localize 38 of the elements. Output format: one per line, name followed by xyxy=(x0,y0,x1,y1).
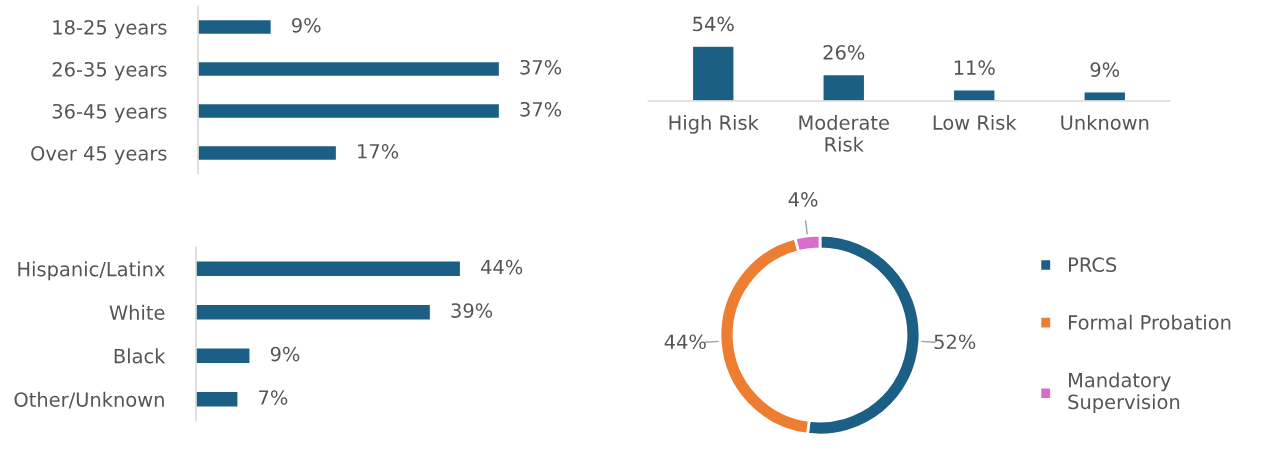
bar xyxy=(196,390,239,408)
x-tick-label: Low Risk xyxy=(933,114,1017,130)
bar xyxy=(691,45,735,101)
data-label: 44% xyxy=(481,259,523,275)
bar xyxy=(196,260,462,278)
x-tick-label: High Risk xyxy=(669,114,759,134)
bar xyxy=(196,303,432,321)
data-label: 37% xyxy=(520,101,562,117)
y-tick-label: White xyxy=(109,304,165,320)
x-tick-label: Unknown xyxy=(1061,114,1149,130)
legend-label: Formal Probation xyxy=(1069,314,1231,330)
data-label: 39% xyxy=(451,303,493,318)
bar xyxy=(822,73,866,101)
legend-label: Mandatory Supervision xyxy=(1068,372,1180,413)
legend-label: PRCS xyxy=(1069,257,1117,273)
data-label: 44% xyxy=(664,334,706,350)
data-label: 9% xyxy=(1090,62,1120,77)
y-tick-label: 26-35 years xyxy=(52,61,167,81)
data-label: 9% xyxy=(270,346,300,362)
data-label: 52% xyxy=(934,334,976,350)
data-label: 37% xyxy=(520,59,562,75)
data-label: 7% xyxy=(259,390,288,405)
bar xyxy=(952,89,996,101)
bar xyxy=(196,347,251,365)
data-label: 4% xyxy=(788,192,818,207)
y-tick-label: 18-25 years xyxy=(53,19,167,39)
y-tick-label: Hispanic/Latinx xyxy=(18,261,165,281)
bar xyxy=(1083,91,1127,101)
y-tick-label: Black xyxy=(114,348,166,364)
x-tick-label: Moderate Risk xyxy=(799,114,889,152)
y-tick-label: Over 45 years xyxy=(31,145,167,165)
data-label: 11% xyxy=(954,60,995,75)
data-label: 54% xyxy=(693,16,734,32)
data-label: 17% xyxy=(358,143,399,159)
y-tick-label: Other/Unknown xyxy=(14,391,164,409)
data-label: 26% xyxy=(823,45,865,60)
data-label: 9% xyxy=(292,17,321,33)
y-tick-label: 36-45 years xyxy=(52,103,167,123)
